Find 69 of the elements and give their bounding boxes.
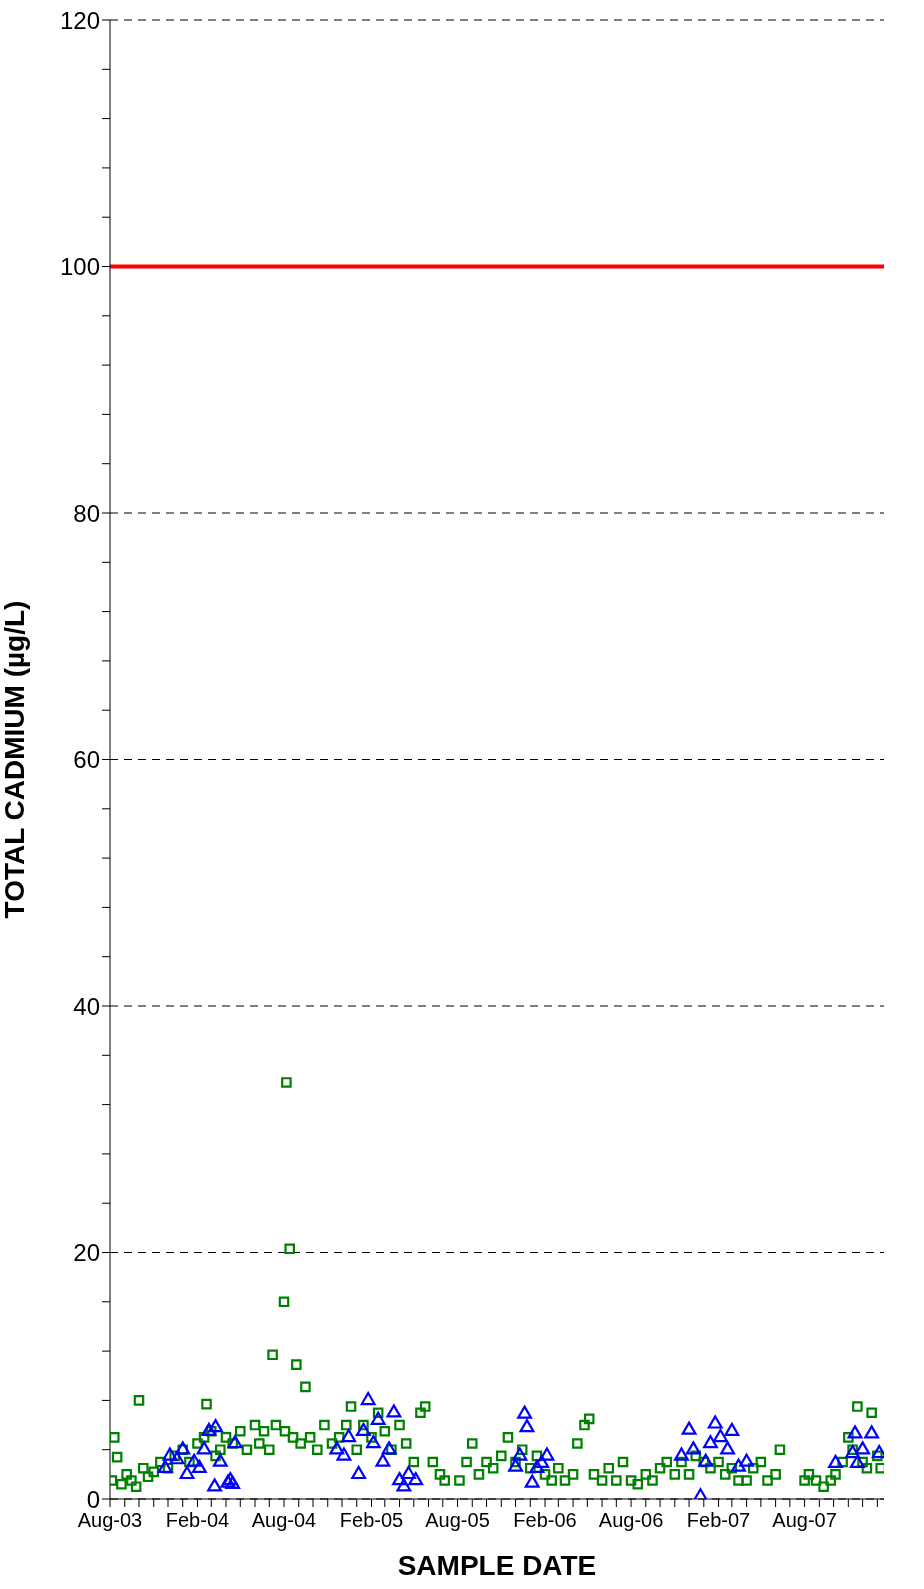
y-tick-label: 80 (73, 499, 100, 527)
point (186, 1453, 202, 1467)
point (401, 1465, 417, 1480)
x-tick-label: Feb-04 (165, 1509, 230, 1532)
point (396, 1478, 412, 1492)
point (351, 1465, 367, 1480)
point (681, 1421, 697, 1435)
point (519, 1419, 535, 1433)
point (855, 1441, 871, 1455)
point (529, 1459, 545, 1473)
point (724, 1422, 740, 1436)
point (864, 1425, 880, 1439)
point (703, 1435, 718, 1449)
point (849, 1454, 865, 1469)
point (731, 1458, 746, 1472)
x-tick-label: Aug-04 (251, 1509, 317, 1532)
point (208, 1419, 223, 1433)
point (162, 1447, 178, 1461)
point (508, 1458, 523, 1472)
point (341, 1428, 357, 1443)
point (336, 1447, 352, 1461)
point (355, 1422, 371, 1436)
point (720, 1441, 736, 1455)
x-tick-label: Aug-07 (772, 1509, 837, 1532)
point (329, 1441, 345, 1455)
y-tick-label: 120 (59, 6, 100, 34)
point (179, 1465, 195, 1480)
y-tick-label: 40 (73, 992, 100, 1020)
point (207, 1478, 223, 1492)
y-tick-label: 60 (73, 746, 100, 774)
point (739, 1453, 755, 1467)
x-tick-label: Feb-05 (339, 1509, 404, 1532)
x-tick-label: Aug-05 (425, 1509, 490, 1532)
x-tick-label: Feb-06 (513, 1509, 577, 1532)
x-axis-title: SAMPLE DATE (397, 1550, 597, 1581)
point (169, 1451, 185, 1465)
x-tick-label: Aug-06 (598, 1509, 664, 1532)
point (693, 1488, 708, 1499)
point (698, 1453, 714, 1467)
point (201, 1422, 217, 1436)
point (707, 1415, 723, 1429)
point (365, 1435, 381, 1449)
point (196, 1441, 212, 1455)
point (191, 1459, 207, 1473)
point (685, 1441, 701, 1455)
point (386, 1404, 402, 1418)
point (375, 1453, 391, 1467)
point (517, 1405, 533, 1419)
y-tick-label: 20 (73, 1239, 100, 1267)
point (845, 1444, 861, 1459)
point (408, 1472, 424, 1486)
point (381, 1441, 397, 1455)
point (847, 1425, 863, 1439)
point (828, 1454, 843, 1469)
y-tick-label: 100 (59, 253, 100, 281)
point (524, 1474, 540, 1488)
point (360, 1391, 376, 1406)
point (539, 1447, 555, 1461)
point (713, 1428, 728, 1443)
point (212, 1453, 228, 1467)
point (157, 1459, 173, 1473)
point (227, 1435, 243, 1449)
point (674, 1447, 689, 1461)
point (392, 1472, 407, 1486)
y-axis-title: TOTAL CADMIUM (µg/L) (0, 600, 30, 919)
point (534, 1454, 550, 1469)
point (370, 1411, 386, 1425)
x-tick-label: Feb-07 (686, 1509, 751, 1532)
point (512, 1447, 528, 1461)
